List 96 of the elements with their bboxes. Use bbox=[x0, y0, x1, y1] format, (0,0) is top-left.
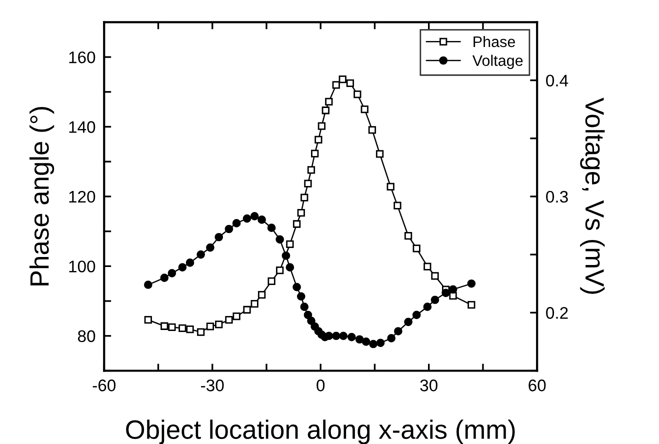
point bbox=[431, 272, 439, 280]
point bbox=[215, 320, 223, 328]
point bbox=[276, 266, 284, 274]
point bbox=[186, 325, 194, 334]
y2-axis-title: Voltage, Vs (mV) bbox=[580, 98, 605, 294]
point bbox=[430, 296, 440, 304]
point bbox=[355, 335, 364, 344]
point bbox=[386, 182, 394, 191]
point bbox=[160, 322, 168, 330]
point bbox=[332, 332, 340, 340]
y2-tick-label: 0.3 bbox=[546, 190, 568, 203]
x-axis-title: Object location along x-axis (mm) bbox=[126, 420, 515, 444]
point bbox=[258, 290, 266, 299]
point bbox=[354, 90, 362, 98]
point bbox=[276, 235, 284, 244]
point bbox=[376, 150, 384, 158]
point bbox=[394, 202, 402, 210]
point bbox=[362, 338, 370, 346]
point bbox=[242, 214, 252, 223]
point bbox=[224, 224, 234, 234]
point bbox=[387, 334, 396, 342]
point bbox=[267, 224, 276, 232]
point bbox=[332, 81, 340, 89]
point bbox=[311, 150, 319, 158]
point bbox=[296, 292, 306, 301]
x-tick-label: -60 bbox=[92, 380, 116, 392]
point bbox=[196, 328, 205, 336]
y-tick-label: 160 bbox=[69, 51, 96, 64]
point bbox=[376, 338, 385, 348]
point bbox=[307, 166, 316, 174]
point bbox=[304, 180, 312, 188]
point bbox=[232, 219, 241, 228]
x-tick-label: 0 bbox=[316, 380, 325, 392]
y-axis-title: Phase angle (°) bbox=[29, 107, 54, 286]
point bbox=[286, 263, 294, 272]
point bbox=[338, 76, 346, 84]
point bbox=[368, 126, 376, 134]
point bbox=[232, 312, 240, 320]
point bbox=[468, 301, 476, 309]
point bbox=[423, 302, 432, 312]
x-tick-label: -30 bbox=[201, 380, 224, 392]
point bbox=[292, 282, 301, 292]
point bbox=[448, 285, 458, 294]
y2-tick-label: 0.4 bbox=[546, 74, 568, 86]
point bbox=[318, 122, 326, 130]
point bbox=[412, 244, 420, 252]
point bbox=[412, 310, 421, 320]
point bbox=[346, 79, 354, 88]
point bbox=[282, 252, 290, 260]
point bbox=[307, 316, 316, 325]
point bbox=[268, 277, 276, 285]
y-tick-label: 100 bbox=[69, 260, 96, 272]
point bbox=[250, 212, 259, 220]
point bbox=[442, 288, 450, 298]
point bbox=[339, 332, 348, 340]
point bbox=[360, 106, 368, 114]
point bbox=[424, 262, 432, 270]
legend-label: Phase bbox=[474, 36, 516, 48]
x-tick-label: 60 bbox=[528, 380, 546, 392]
point bbox=[286, 240, 294, 248]
point bbox=[404, 318, 412, 326]
point bbox=[322, 106, 330, 114]
y-tick-label: 120 bbox=[69, 190, 96, 203]
point bbox=[325, 98, 333, 106]
point bbox=[258, 216, 266, 224]
point bbox=[206, 243, 214, 252]
point bbox=[314, 136, 322, 144]
point bbox=[178, 263, 187, 272]
y2-tick-label: 0.2 bbox=[546, 307, 568, 319]
point bbox=[243, 306, 251, 314]
point bbox=[394, 327, 402, 336]
point bbox=[297, 209, 305, 217]
point bbox=[144, 316, 152, 324]
y-tick-label: 140 bbox=[69, 121, 96, 133]
point bbox=[168, 323, 176, 331]
point bbox=[347, 332, 356, 342]
point bbox=[186, 258, 194, 267]
point bbox=[369, 340, 378, 348]
y-tick-label: 80 bbox=[78, 330, 96, 342]
point bbox=[404, 232, 412, 240]
point bbox=[144, 280, 152, 289]
point bbox=[196, 250, 205, 259]
point bbox=[300, 302, 309, 312]
point bbox=[225, 316, 233, 324]
point bbox=[250, 300, 258, 308]
point bbox=[206, 322, 214, 330]
x-tick-label: 30 bbox=[420, 380, 438, 392]
point bbox=[160, 274, 169, 282]
point bbox=[467, 279, 476, 288]
point bbox=[300, 194, 308, 202]
point bbox=[214, 232, 224, 242]
point bbox=[168, 268, 176, 278]
point bbox=[304, 310, 312, 320]
legend-label: Voltage bbox=[472, 54, 523, 70]
point bbox=[292, 220, 301, 228]
point bbox=[178, 324, 186, 332]
